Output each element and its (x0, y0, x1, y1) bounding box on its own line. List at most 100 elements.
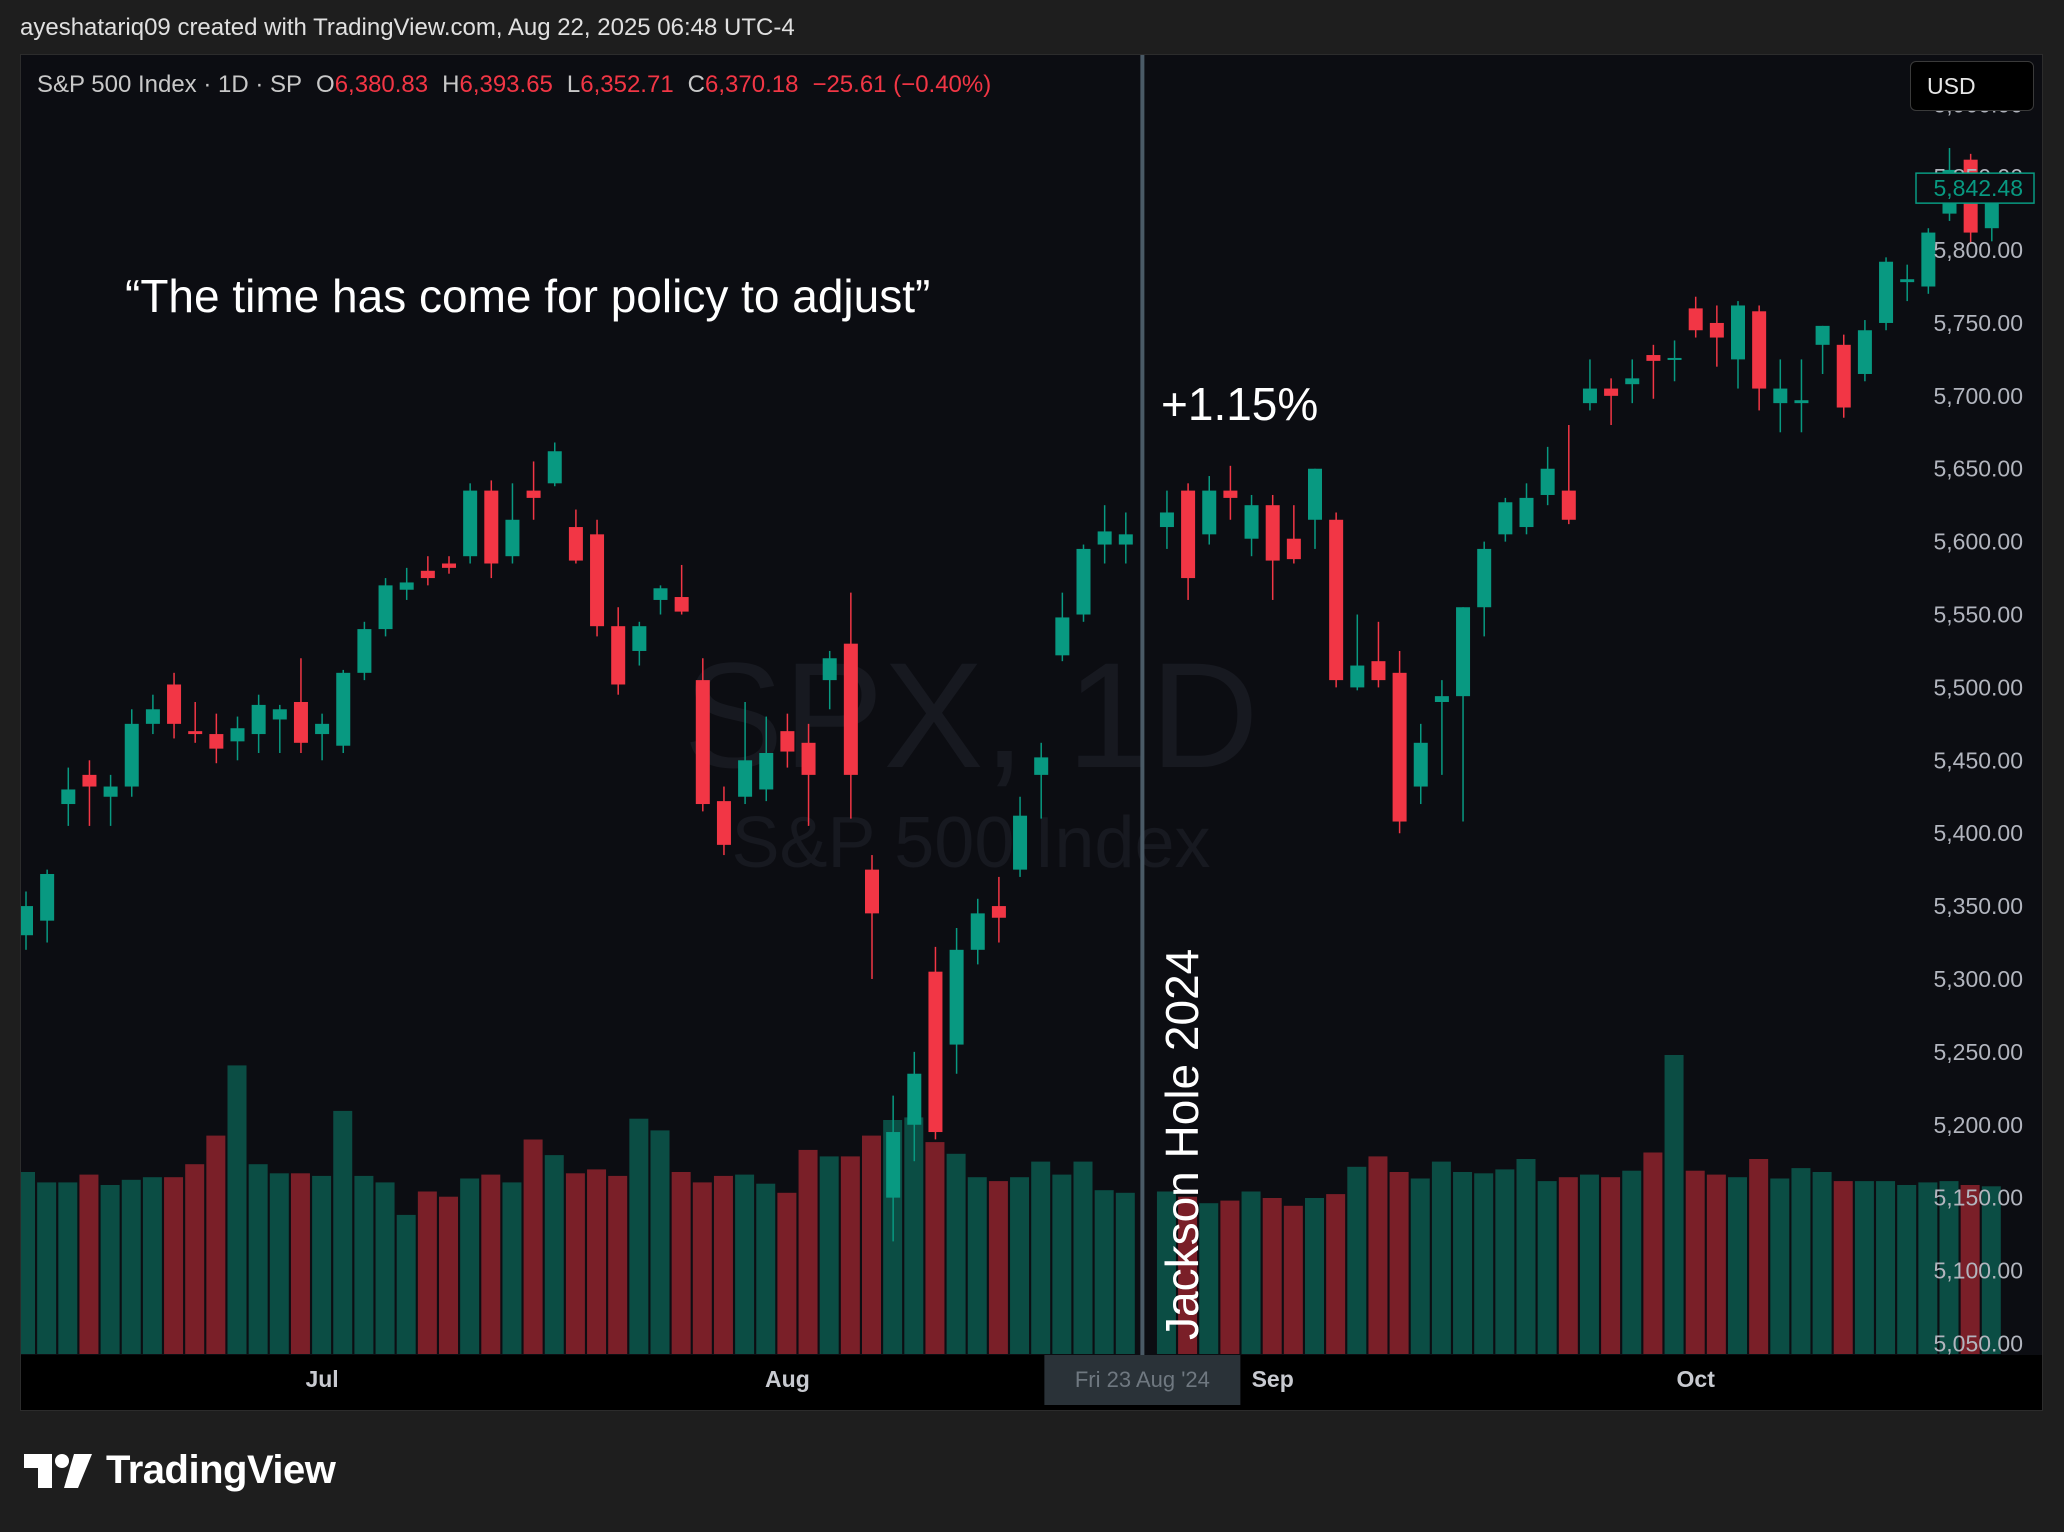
candle-body (293, 701, 308, 743)
candle-body (21, 906, 33, 936)
candle-body (1857, 330, 1872, 374)
y-tick-label: 5,200.00 (1933, 1112, 2023, 1138)
candle-body (442, 563, 456, 568)
x-tick-label: Oct (1677, 1366, 1716, 1392)
candle-body (738, 760, 753, 797)
candle-body (928, 971, 943, 1133)
low-value: 6,352.71 (580, 71, 674, 98)
candle-body (822, 658, 837, 681)
volume-bar (100, 1185, 120, 1354)
volume-bar (1094, 1190, 1114, 1354)
candle-body (1773, 388, 1788, 404)
candle-body (865, 869, 879, 914)
volume-bar (608, 1175, 628, 1354)
volume-bar (925, 1142, 945, 1354)
volume-bar (354, 1175, 374, 1354)
volume-bar (1579, 1174, 1599, 1354)
candle-body (1667, 357, 1682, 360)
y-tick-label: 5,250.00 (1933, 1039, 2023, 1065)
candle-body (1879, 261, 1894, 323)
candle-body (1181, 490, 1196, 579)
candle-body (1034, 757, 1049, 775)
volume-bar (1622, 1170, 1642, 1354)
volume-bar (1664, 1055, 1684, 1354)
candle-body (272, 709, 287, 720)
volume-bar (565, 1173, 585, 1354)
volume-bar (1960, 1185, 1980, 1354)
candle-body (1709, 322, 1724, 338)
chart-byline: ayeshatariq09 created with TradingView.c… (20, 14, 795, 41)
volume-bar (1601, 1177, 1621, 1354)
candle-body (611, 626, 626, 685)
volume-bar (1305, 1198, 1324, 1354)
candle-body (991, 906, 1006, 918)
tradingview-logo[interactable]: TradingView (24, 1448, 336, 1493)
candle-body (716, 801, 731, 845)
volume-bar (1558, 1177, 1578, 1354)
volume-bar (523, 1139, 543, 1354)
candle-body (1498, 502, 1513, 535)
candle-body (801, 742, 816, 775)
high-label: H (442, 71, 460, 98)
volume-bar (629, 1118, 649, 1354)
volume-bar (650, 1130, 670, 1354)
price-chart[interactable]: SPX, 1DS&P 500 Index5,900.005,850.005,80… (21, 55, 2043, 1411)
y-tick-label: 5,600.00 (1933, 529, 2023, 555)
candle-body (1223, 490, 1238, 498)
currency-button[interactable]: USD (1910, 61, 2034, 111)
candle-body (1731, 305, 1745, 360)
y-tick-label: 5,050.00 (1933, 1330, 2023, 1356)
candle-body (1392, 672, 1407, 822)
candle-body (1582, 388, 1597, 404)
candle-body (1604, 388, 1619, 396)
candle-body (1794, 400, 1809, 404)
high-value: 6,393.65 (459, 71, 553, 98)
volume-bar (1010, 1177, 1030, 1354)
volume-bar (587, 1169, 607, 1354)
candle-body (463, 490, 478, 557)
candle-body (1561, 490, 1576, 520)
candle-body (103, 786, 118, 797)
y-tick-label: 5,750.00 (1933, 310, 2023, 336)
y-tick-label: 5,550.00 (1933, 602, 2023, 628)
candle-body (315, 723, 330, 735)
volume-bar (142, 1177, 162, 1354)
volume-bar (1389, 1172, 1409, 1354)
volume-bar (21, 1172, 35, 1354)
candle-body (1076, 548, 1091, 615)
volume-bar (544, 1155, 564, 1354)
volume-bar (1643, 1152, 1663, 1354)
low-label: L (566, 71, 581, 98)
candle-body (124, 723, 139, 787)
volume-bar (185, 1164, 205, 1354)
event-annotation: Jackson Hole 2024 (1156, 949, 1208, 1340)
candle-body (167, 684, 182, 724)
volume-bar (1031, 1161, 1051, 1354)
candle-body (759, 753, 774, 790)
volume-bar (439, 1196, 458, 1354)
candle-body (1097, 531, 1112, 545)
volume-bar (967, 1177, 987, 1354)
volume-bar (1220, 1200, 1240, 1354)
candle-body (949, 949, 964, 1045)
volume-bar (206, 1135, 226, 1354)
volume-bar (1115, 1192, 1135, 1354)
candle-body (1350, 665, 1365, 688)
chart-panel[interactable]: SPX, 1DS&P 500 Index5,900.005,850.005,80… (20, 54, 2043, 1411)
candle-body (1286, 538, 1301, 560)
volume-bar (1770, 1178, 1790, 1354)
candle-body (1900, 279, 1915, 283)
volume-bar (1178, 1196, 1198, 1354)
volume-bar (164, 1177, 184, 1354)
volume-bar (417, 1191, 437, 1354)
candle-body (1921, 232, 1936, 287)
volume-bar (460, 1178, 480, 1354)
volume-bar (375, 1182, 395, 1354)
volume-bar (1939, 1181, 1959, 1354)
candle-body (1477, 548, 1492, 608)
volume-bar (1199, 1203, 1219, 1354)
volume-bar (1685, 1170, 1705, 1354)
candle-body (843, 643, 858, 775)
y-tick-label: 5,350.00 (1933, 893, 2023, 919)
candle-body (399, 582, 414, 590)
